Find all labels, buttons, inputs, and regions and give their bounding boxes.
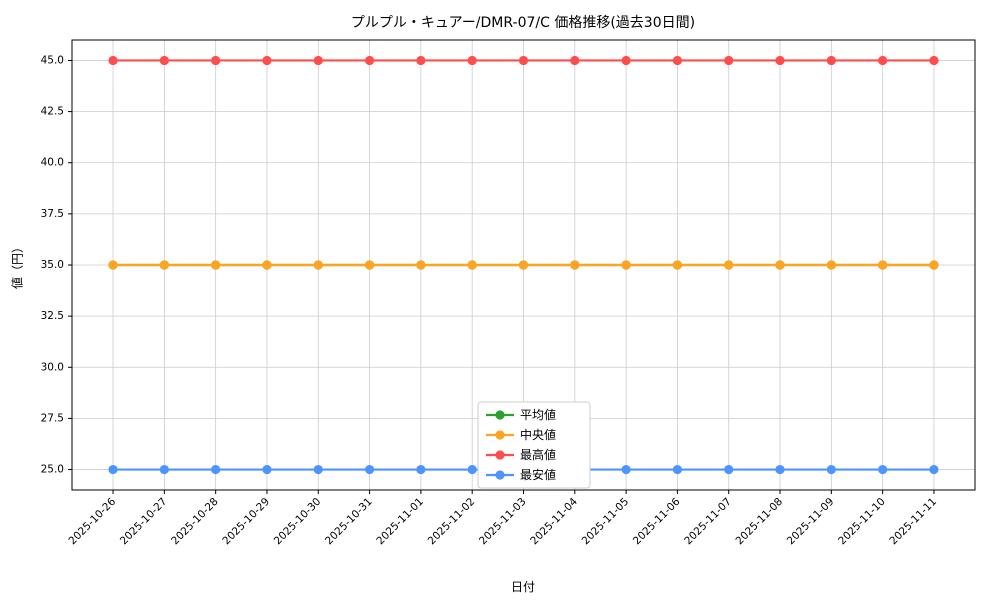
svg-text:27.5: 27.5 xyxy=(41,412,64,424)
marker-min xyxy=(364,464,375,475)
legend-entry-median: 中央値 xyxy=(486,427,556,442)
marker-max xyxy=(518,55,529,66)
marker-max xyxy=(775,55,785,66)
legend-entry-average: 平均値 xyxy=(486,407,556,422)
svg-text:30.0: 30.0 xyxy=(41,361,64,373)
legend-marker-median xyxy=(495,430,505,440)
marker-max xyxy=(211,55,221,66)
svg-text:2025-11-02: 2025-11-02 xyxy=(426,496,478,548)
legend-marker-min xyxy=(495,470,505,480)
svg-text:2025-11-11: 2025-11-11 xyxy=(887,496,939,548)
marker-median xyxy=(416,260,426,270)
marker-min xyxy=(929,464,939,475)
marker-max xyxy=(364,55,375,66)
marker-max xyxy=(672,55,683,66)
svg-text:42.5: 42.5 xyxy=(41,106,64,118)
marker-median xyxy=(878,260,888,270)
legend-label-average: 平均値 xyxy=(520,407,556,422)
marker-max xyxy=(878,55,888,66)
svg-text:2025-11-01: 2025-11-01 xyxy=(374,496,426,548)
marker-min xyxy=(108,464,118,475)
marker-max xyxy=(313,55,323,66)
svg-text:37.5: 37.5 xyxy=(41,208,64,220)
marker-median xyxy=(672,260,683,270)
marker-min xyxy=(621,464,631,475)
legend-marker-max xyxy=(495,450,505,460)
marker-max xyxy=(826,55,836,66)
marker-min xyxy=(159,464,169,475)
marker-min xyxy=(416,464,426,475)
svg-text:2025-11-09: 2025-11-09 xyxy=(785,496,837,548)
x-axis-label: 日付 xyxy=(510,580,536,594)
legend-label-median: 中央値 xyxy=(520,427,556,442)
legend-marker-average xyxy=(495,410,505,420)
marker-median xyxy=(621,260,631,270)
series-median xyxy=(108,260,939,270)
marker-max xyxy=(159,55,169,66)
svg-text:35.0: 35.0 xyxy=(41,259,64,271)
marker-min xyxy=(313,464,323,475)
svg-text:2025-10-30: 2025-10-30 xyxy=(272,496,324,548)
x-tick-labels: 2025-10-26 2025-10-27 2025-10-28 2025-10-29… xyxy=(67,490,939,548)
marker-median xyxy=(826,260,836,270)
marker-median xyxy=(262,260,272,270)
marker-median xyxy=(108,260,118,270)
svg-text:2025-10-31: 2025-10-31 xyxy=(323,496,375,548)
svg-text:25.0: 25.0 xyxy=(41,464,64,476)
marker-median xyxy=(724,260,734,270)
marker-median xyxy=(159,260,169,270)
marker-max xyxy=(724,55,734,66)
marker-min xyxy=(826,464,836,475)
marker-max xyxy=(108,55,118,66)
svg-text:2025-11-07: 2025-11-07 xyxy=(682,496,734,548)
marker-median xyxy=(467,260,477,270)
legend-entry-max: 最高値 xyxy=(486,447,556,462)
svg-text:2025-10-29: 2025-10-29 xyxy=(220,496,272,548)
svg-text:2025-11-04: 2025-11-04 xyxy=(528,495,580,547)
marker-median xyxy=(313,260,323,270)
legend-entry-min: 最安値 xyxy=(486,467,556,482)
marker-max xyxy=(416,55,426,66)
marker-median xyxy=(211,260,221,270)
marker-median xyxy=(518,260,529,270)
marker-max xyxy=(570,55,580,66)
marker-max xyxy=(929,55,939,66)
marker-max xyxy=(262,55,272,66)
marker-min xyxy=(262,464,272,475)
marker-min xyxy=(775,464,785,475)
marker-max xyxy=(621,55,631,66)
legend-label-min: 最安値 xyxy=(520,467,556,482)
svg-text:2025-11-06: 2025-11-06 xyxy=(631,495,683,547)
marker-max xyxy=(467,55,477,66)
svg-text:2025-11-10: 2025-11-10 xyxy=(836,496,888,548)
legend-label-max: 最高値 xyxy=(520,447,556,462)
svg-text:2025-11-05: 2025-11-05 xyxy=(580,496,632,548)
marker-median xyxy=(775,260,785,270)
svg-text:32.5: 32.5 xyxy=(41,310,64,322)
y-tick-labels: 25.0 27.5 30.0 32.5 35.0 37.5 40.0 42.5 45.0 xyxy=(41,54,72,476)
svg-text:2025-11-03: 2025-11-03 xyxy=(477,496,529,548)
svg-text:2025-11-08: 2025-11-08 xyxy=(734,496,786,548)
svg-text:2025-10-26: 2025-10-26 xyxy=(67,495,119,547)
marker-median xyxy=(570,260,580,270)
chart-title: プルプル・キュアー/DMR-07/C 価格推移(過去30日間) xyxy=(350,15,696,31)
svg-text:40.0: 40.0 xyxy=(41,157,64,169)
marker-min xyxy=(724,464,734,475)
series-max xyxy=(108,55,939,66)
marker-min xyxy=(467,464,477,475)
svg-text:2025-10-28: 2025-10-28 xyxy=(169,496,221,548)
marker-min xyxy=(672,464,683,475)
marker-min xyxy=(878,464,888,475)
svg-text:45.0: 45.0 xyxy=(41,54,64,66)
marker-min xyxy=(211,464,221,475)
svg-text:2025-10-27: 2025-10-27 xyxy=(118,496,170,548)
marker-median xyxy=(929,260,939,270)
marker-median xyxy=(364,260,375,270)
